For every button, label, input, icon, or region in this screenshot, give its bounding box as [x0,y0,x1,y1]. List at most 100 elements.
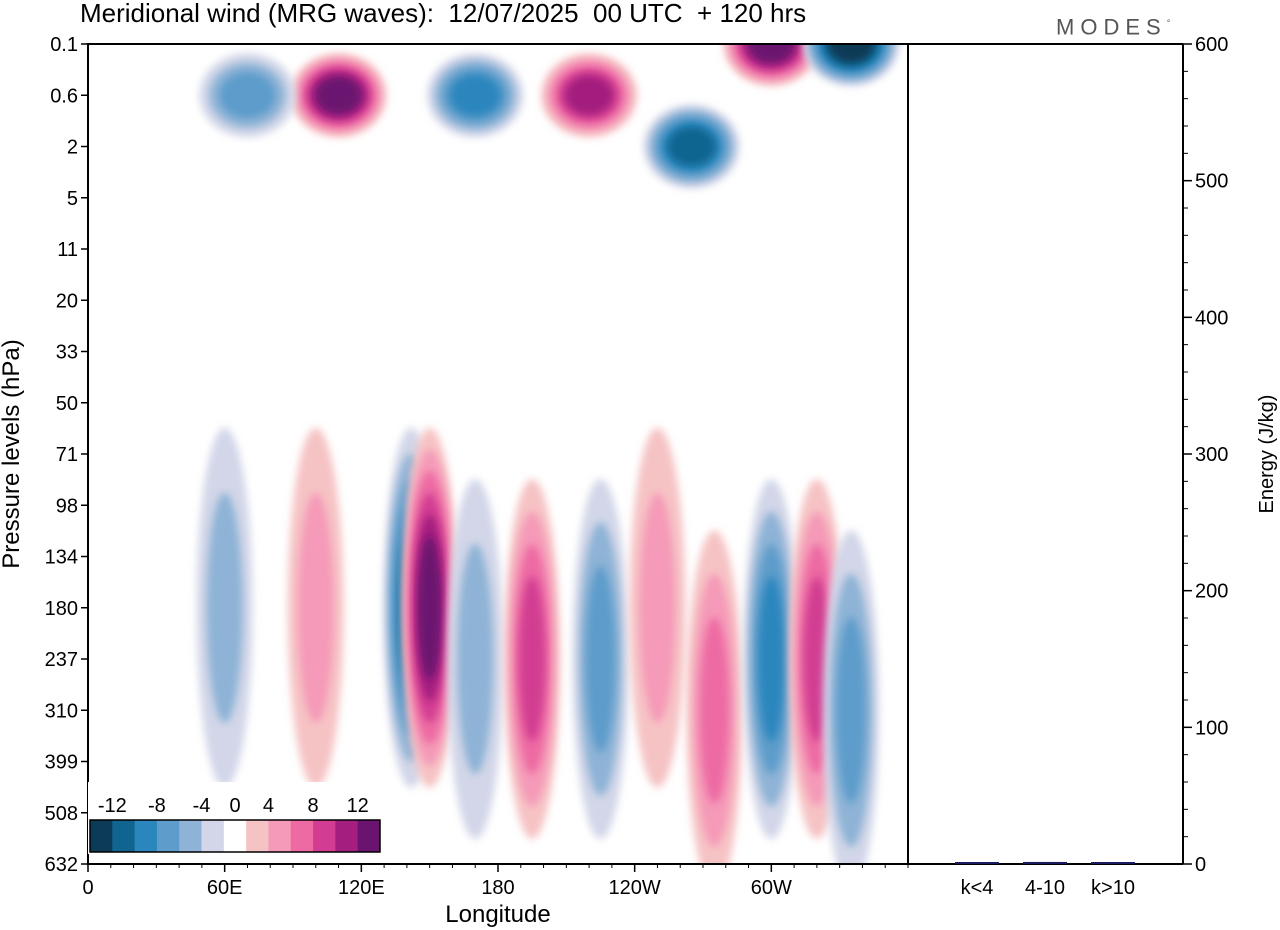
colorbar-label: -4 [193,795,211,817]
contour-feature [743,479,800,839]
colorbar-swatch [335,820,359,852]
colorbar-label: 0 [229,795,240,817]
contour-feature [541,53,638,138]
logo-text: MODES [1056,14,1167,40]
contour-level [449,74,501,117]
y-tick-label: 0.6 [50,85,78,107]
y-tick-label: 71 [56,444,78,466]
contour-feature [723,44,820,86]
y-tick-label: 399 [45,752,78,774]
y-tick-label: 20 [56,290,78,312]
colorbar-swatch [268,820,292,852]
contour-feature [290,53,387,138]
colorbar-swatch [134,820,158,852]
energy-bar [1023,861,1067,864]
contour-feature [427,53,524,138]
colorbar: -12 -8 -4 0 4 8 12 [88,782,382,854]
y-axis: 0.1 0.6 2 5 11 20 33 50 71 98 134 180 237 310 399 508 63… [45,34,88,876]
colorbar-swatch [201,820,225,852]
contour-level [565,75,614,115]
energy-category-label: 4-10 [1025,877,1065,899]
energy-tick-label: 100 [1195,717,1228,739]
x-tick-label: 180 [481,877,514,899]
energy-bar [1091,862,1135,864]
x-tick-label: 60W [751,877,792,899]
y-tick-label: 2 [67,137,78,159]
energy-tick-label: 400 [1195,307,1228,329]
energy-category-label: k>10 [1091,877,1135,899]
contour-feature [572,479,629,839]
contour-feature [447,479,504,839]
contour-level [219,71,276,119]
y-tick-label: 33 [56,342,78,364]
colorbar-swatch [246,820,269,852]
contour-feature [823,530,880,864]
energy-panel: 0 100 200 300 400 500 600 k<4 4-10 k>10 [908,34,1228,899]
x-tick-label: 0 [82,877,93,899]
y-tick-label: 11 [57,239,78,261]
contour-level [206,492,243,723]
logo-mark: ° [1166,18,1171,28]
colorbar-label: -8 [148,795,166,817]
contour-feature [803,44,900,86]
energy-axis-label: Energy (J/kg) [1256,395,1278,514]
contour-level [457,544,494,774]
y-tick-label: 237 [45,649,78,671]
y-tick-label: 5 [67,188,78,210]
x-axis: 0 60E 120E 180 120W 60W [82,864,909,899]
x-tick-label: 60E [207,877,243,899]
colorbar-swatch [313,820,336,852]
colorbar-label: 12 [347,795,369,817]
colorbar-label: 8 [308,795,319,817]
contour-level [519,576,546,742]
y-tick-label: 50 [56,393,78,415]
contour-feature [199,53,296,138]
colorbar-swatch [290,820,314,852]
contour-level [585,565,616,753]
y-tick-label: 632 [45,854,78,876]
contour-feature [504,479,561,839]
y-tick-label: 0.1 [50,34,78,56]
contour-field [196,44,900,864]
colorbar-swatch [156,820,180,852]
chart-title: Meridional wind (MRG waves): 12/07/2025 … [80,0,807,28]
x-tick-label: 120E [338,877,385,899]
y-tick-label: 180 [45,598,78,620]
colorbar-swatch [112,820,136,852]
energy-tick-label: 500 [1195,171,1228,193]
modes-logo: MODES° [1056,8,1170,42]
contour-level [758,576,785,742]
energy-category-label: k<4 [961,877,994,899]
contour-level [699,616,730,804]
contour-feature [287,427,344,788]
contour-level [297,492,334,723]
energy-tick-label: 0 [1195,854,1206,876]
colorbar-label: 4 [263,795,274,817]
x-axis-label: Longitude [445,901,550,928]
colorbar-swatch [357,820,381,852]
y-tick-label: 310 [45,700,78,722]
contour-feature [629,427,686,788]
contour-level [836,616,866,804]
energy-tick-label: 300 [1195,444,1228,466]
y-axis-label: Pressure levels (hPa) [0,339,25,568]
energy-bar [955,862,999,864]
energy-tick-label: 200 [1195,581,1228,603]
colorbar-border [89,819,381,853]
contour-level [639,492,676,723]
contour-level [418,536,441,680]
y-tick-label: 98 [56,495,78,517]
colorbar-label: -12 [98,795,127,817]
contour-level [667,126,716,167]
contour-feature [686,530,743,864]
energy-tick-label: 600 [1195,34,1228,56]
contour-feature [643,104,740,189]
colorbar-swatch [223,820,247,852]
x-tick-label: 120W [609,877,661,899]
contour-level [748,44,795,63]
contour-level [828,44,875,63]
colorbar-swatch [90,820,113,852]
contour-feature [196,427,253,788]
y-tick-label: 134 [45,547,78,569]
